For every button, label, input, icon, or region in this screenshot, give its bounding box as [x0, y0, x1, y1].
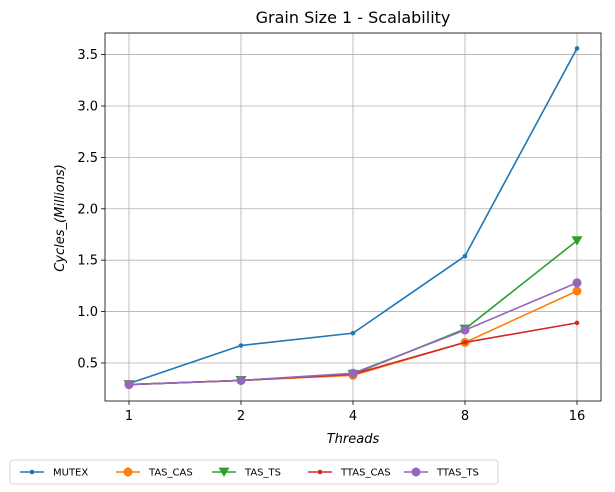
y-axis-title: Cycles_(Millions)	[53, 164, 68, 272]
data-point-mutex-2	[238, 343, 244, 348]
legend-marker-tas-cas	[123, 467, 133, 477]
y-tick-label-1.5: 1.5	[77, 254, 98, 269]
legend-item-mutex: MUTEX	[20, 468, 88, 479]
data-point-mutex-8	[462, 253, 468, 259]
y-tick-label-0.5: 0.5	[77, 356, 98, 371]
grid-lines	[105, 33, 601, 401]
data-point-ttas-cas-8	[462, 340, 468, 345]
y-tick-label-3.0: 3.0	[77, 99, 98, 114]
data-point-ttas-ts-8	[460, 325, 470, 335]
data-point-tas-cas-16	[572, 286, 582, 296]
y-tick-label-1.0: 1.0	[77, 305, 98, 320]
legend-box	[9, 459, 499, 485]
legend-marker-ttas-cas	[317, 469, 323, 475]
legend-marker-mutex	[29, 469, 35, 475]
data-point-ttas-ts-2	[236, 375, 246, 385]
legend-item-ttas-ts: TTAS_TS	[404, 467, 479, 479]
y-tick-label-2.5: 2.5	[77, 151, 98, 166]
chart-title: Grain Size 1 - Scalability	[256, 8, 451, 27]
legend: MUTEX TAS_CAS TAS_TS TTAS_CAS TTAS_TS	[9, 459, 499, 485]
axes: 1 2 4 8 16 0.5 1.0 1.5 2.0 2.5 3.0 3.5	[77, 32, 602, 424]
legend-label-ttas-ts: TTAS_TS	[436, 468, 479, 479]
legend-item-tas-cas: TAS_CAS	[116, 467, 193, 479]
series-ttas-ts	[124, 278, 582, 390]
y-tick-label-3.5: 3.5	[77, 48, 98, 63]
x-axis-title: Threads	[327, 432, 380, 447]
data-point-mutex-16	[574, 46, 580, 51]
data-point-ttas-ts-1	[124, 380, 134, 390]
legend-item-ttas-cas: TTAS_CAS	[308, 468, 391, 479]
y-tick-label-2.0: 2.0	[77, 202, 98, 217]
legend-item-tas-ts: TAS_TS	[212, 468, 281, 479]
legend-label-mutex: MUTEX	[53, 468, 88, 479]
x-tick-label-1: 1	[125, 409, 133, 424]
legend-label-ttas-cas: TTAS_CAS	[340, 468, 391, 479]
legend-label-tas-cas: TAS_CAS	[148, 468, 193, 479]
x-tick-label-16: 16	[569, 409, 586, 424]
x-tick-label-8: 8	[461, 409, 469, 424]
data-point-mutex-4	[350, 330, 356, 336]
legend-marker-ttas-ts	[411, 467, 421, 477]
x-tick-label-4: 4	[349, 409, 357, 424]
data-point-ttas-ts-16	[572, 278, 582, 288]
series-group	[123, 46, 583, 390]
data-point-ttas-cas-16	[574, 320, 580, 326]
x-tick-label-2: 2	[237, 409, 245, 424]
legend-label-tas-ts: TAS_TS	[244, 468, 281, 479]
legend-marker-tas-ts	[218, 467, 230, 477]
data-point-tas-ts-16	[571, 236, 583, 246]
data-point-ttas-ts-4	[348, 368, 358, 378]
series-mutex	[126, 46, 580, 386]
